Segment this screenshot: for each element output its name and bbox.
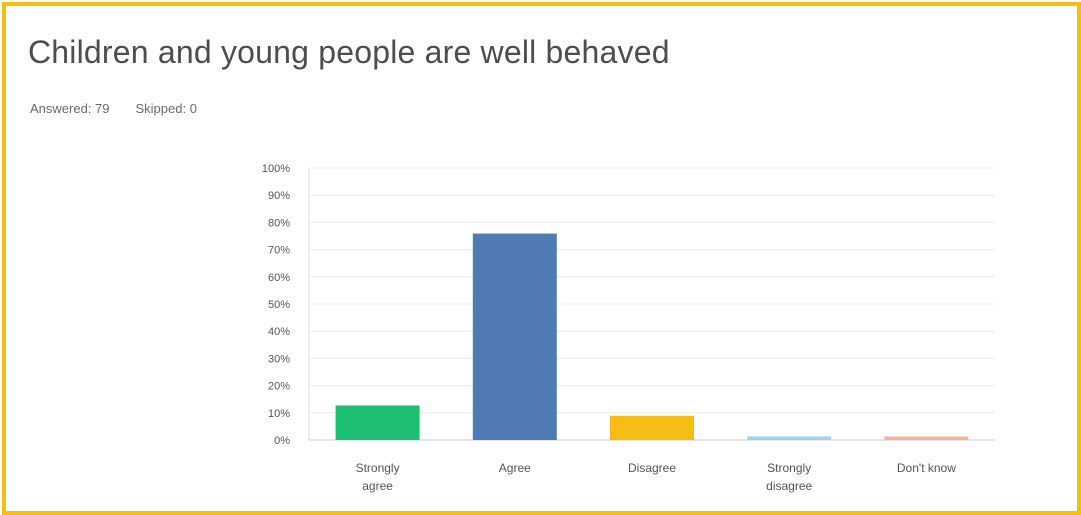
y-tick-label: 50%	[268, 299, 290, 311]
bar	[610, 415, 694, 440]
answered-count: Answered: 79	[30, 101, 110, 116]
y-tick-label: 90%	[268, 190, 290, 202]
x-category-label: agree	[362, 479, 393, 493]
x-category-label: Don't know	[897, 461, 956, 475]
x-category-label: Strongly	[767, 461, 811, 475]
bar	[884, 436, 969, 440]
bar	[335, 405, 420, 440]
x-category-label: Disagree	[628, 461, 676, 475]
y-tick-label: 70%	[268, 245, 290, 257]
y-tick-label: 0%	[274, 435, 290, 447]
question-title: Children and young people are well behav…	[28, 34, 670, 70]
bar	[472, 233, 557, 440]
y-tick-label: 30%	[268, 353, 290, 365]
y-tick-label: 60%	[268, 272, 290, 284]
y-tick-label: 10%	[268, 408, 290, 420]
y-tick-label: 80%	[268, 217, 290, 229]
x-category-label: Strongly	[356, 461, 400, 475]
x-category-label: disagree	[766, 479, 812, 493]
x-category-label: Agree	[499, 461, 531, 475]
bar	[747, 436, 832, 440]
response-summary: Answered: 79 Skipped: 0	[30, 101, 197, 116]
y-tick-label: 40%	[268, 326, 290, 338]
y-tick-label: 20%	[268, 381, 290, 393]
y-tick-label: 100%	[262, 163, 290, 175]
skipped-count: Skipped: 0	[135, 101, 197, 116]
